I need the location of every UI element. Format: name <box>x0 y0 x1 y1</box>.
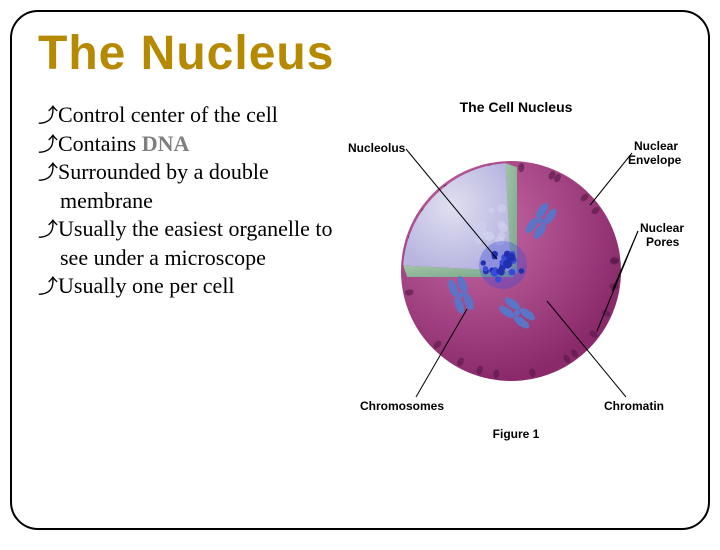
label-envelope-2: Envelope <box>628 153 681 167</box>
label-chromosomes: Chromosomes <box>360 399 444 413</box>
bullet-icon: ⤴ <box>38 162 58 184</box>
bullet-icon: ⤴ <box>38 219 58 241</box>
bullet-5-text: Usually one per cell <box>58 273 235 298</box>
label-nucleolus: Nucleolus <box>348 141 405 155</box>
bullet-1: ⤴Control center of the cell <box>38 101 338 130</box>
label-chromatin: Chromatin <box>604 399 664 413</box>
bullet-icon: ⤴ <box>38 134 58 156</box>
bullet-3-text: Surrounded by a double membrane <box>58 159 269 213</box>
bullet-2-dna: DNA <box>142 131 190 156</box>
bullet-1-text: Control center of the cell <box>58 102 278 127</box>
bullet-3: ⤴Surrounded by a double membrane <box>38 158 338 215</box>
slide-title: The Nucleus <box>38 26 688 81</box>
bullet-icon: ⤴ <box>38 105 58 127</box>
content-row: ⤴Control center of the cell ⤴Contains DN… <box>38 99 688 441</box>
bullet-2-prefix: Contains <box>58 131 142 156</box>
figure-diagram: Nucleolus Nuclear Envelope Nuclear Pores… <box>346 121 686 421</box>
bullet-5: ⤴Usually one per cell <box>38 272 338 301</box>
label-pores-1: Nuclear <box>640 221 684 235</box>
label-envelope-1: Nuclear <box>634 139 678 153</box>
figure: The Cell Nucleus Nucleolus Nuclear Envel… <box>346 99 686 441</box>
figure-title: The Cell Nucleus <box>346 99 686 115</box>
label-pores-2: Pores <box>646 235 679 249</box>
slide-frame: The Nucleus ⤴Control center of the cell … <box>10 10 710 530</box>
bullet-4: ⤴Usually the easiest organelle to see un… <box>38 215 338 272</box>
bullet-list: ⤴Control center of the cell ⤴Contains DN… <box>38 99 338 300</box>
bullet-4-text: Usually the easiest organelle to see und… <box>58 216 333 270</box>
figure-caption: Figure 1 <box>346 427 686 441</box>
bullet-icon: ⤴ <box>38 276 58 298</box>
bullet-2: ⤴Contains DNA <box>38 130 338 159</box>
